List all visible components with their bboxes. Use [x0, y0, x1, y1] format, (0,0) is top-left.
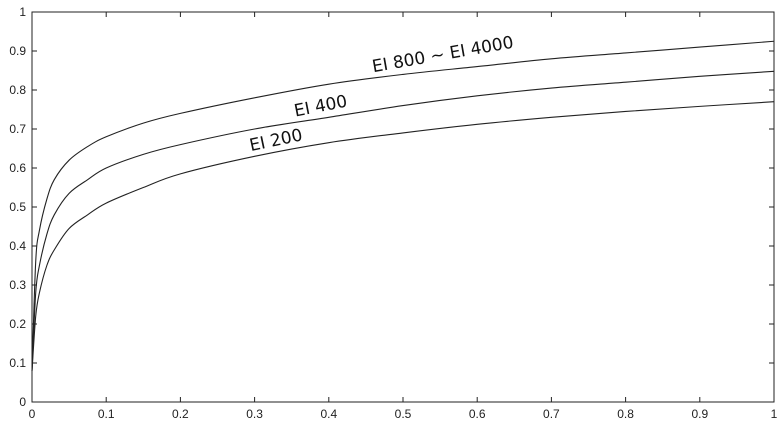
x-tick-label: 0.9 [691, 407, 708, 421]
x-tick-label: 1 [771, 407, 778, 421]
x-tick-label: 0.6 [469, 407, 486, 421]
y-tick-label: 0.7 [9, 122, 26, 136]
x-axis: 0 0.1 0.2 0.3 0.4 0.5 0.6 0.7 0.8 0.9 1 [29, 12, 778, 421]
x-tick-label: 0.8 [617, 407, 634, 421]
series-group [31, 40, 775, 371]
y-tick-label: 0.5 [9, 200, 26, 214]
x-tick-label: 0.1 [98, 407, 115, 421]
plot-area [31, 11, 775, 403]
y-axis: 0 0.1 0.2 0.3 0.4 0.5 0.6 0.7 0.8 0.9 1 [9, 5, 774, 409]
series-line-1 [31, 70, 775, 371]
y-tick-label: 0.3 [9, 278, 26, 292]
x-tick-label: 0.7 [543, 407, 560, 421]
x-tick-label: 0.4 [320, 407, 337, 421]
y-tick-label: 0.1 [9, 356, 26, 370]
y-tick-label: 0.8 [9, 83, 26, 97]
y-tick-label: 0.9 [9, 44, 26, 58]
x-tick-label: 0.5 [395, 407, 412, 421]
y-tick-label: 0.6 [9, 161, 26, 175]
x-tick-label: 0.3 [246, 407, 263, 421]
y-tick-label: 0.2 [9, 317, 26, 331]
x-tick-label: 0.2 [172, 407, 189, 421]
x-tick-label: 0 [29, 407, 36, 421]
y-tick-label: 0.4 [9, 239, 26, 253]
series-line-0 [31, 40, 775, 371]
y-tick-label: 0 [19, 395, 26, 409]
series-line-2 [31, 101, 775, 371]
y-tick-label: 1 [19, 5, 26, 19]
